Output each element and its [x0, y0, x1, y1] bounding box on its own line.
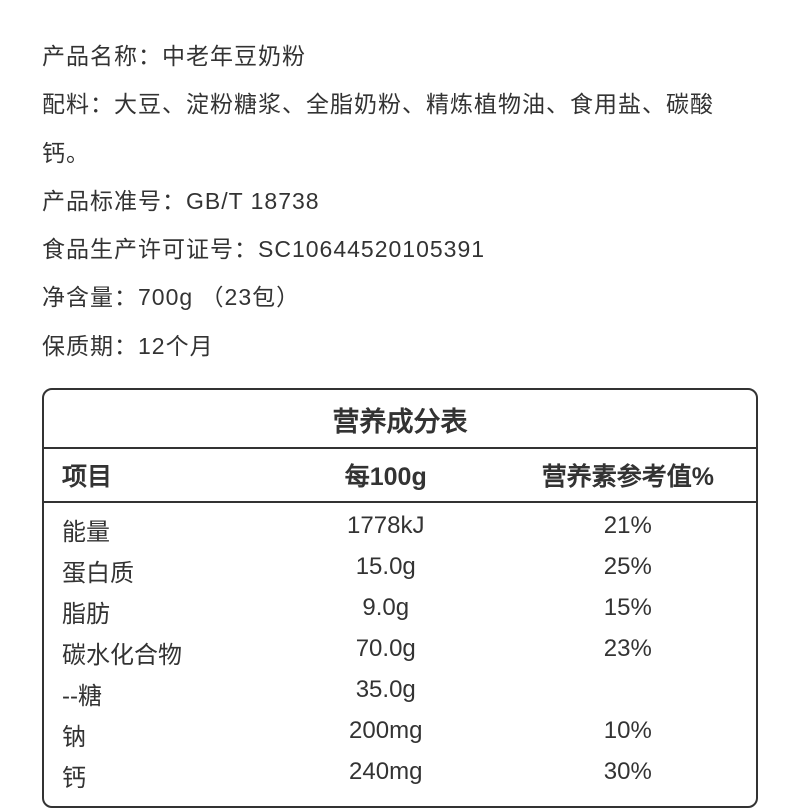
net-weight-value: 700g （23包） [138, 284, 300, 310]
table-row: 钙 240mg 30% [44, 755, 756, 796]
col-header-item: 项目 [44, 457, 272, 493]
cell-name: 碳水化合物 [44, 635, 272, 670]
cell-name: 蛋白质 [44, 553, 272, 588]
table-row: 脂肪 9.0g 15% [44, 591, 756, 632]
shelf-life-value: 12个月 [138, 333, 214, 359]
cell-nrv: 21% [500, 512, 756, 547]
cell-nrv: 30% [500, 758, 756, 793]
shelf-life-label: 保质期： [42, 333, 138, 359]
nutrition-table-title: 营养成分表 [44, 390, 756, 449]
license-label: 食品生产许可证号： [42, 236, 258, 262]
cell-per100g: 200mg [272, 717, 500, 752]
cell-per100g: 70.0g [272, 635, 500, 670]
cell-per100g: 240mg [272, 758, 500, 793]
nutrition-table-body: 能量 1778kJ 21% 蛋白质 15.0g 25% 脂肪 9.0g 15% … [44, 503, 756, 806]
cell-per100g: 15.0g [272, 553, 500, 588]
cell-name: 脂肪 [44, 594, 272, 629]
cell-name: 钙 [44, 758, 272, 793]
standard-line: 产品标准号：GB/T 18738 [42, 177, 758, 225]
cell-per100g: 9.0g [272, 594, 500, 629]
ingredients-label: 配料： [42, 91, 114, 117]
shelf-life-line: 保质期：12个月 [42, 322, 758, 370]
table-row: 蛋白质 15.0g 25% [44, 550, 756, 591]
cell-name: --糖 [44, 676, 272, 711]
cell-nrv: 25% [500, 553, 756, 588]
cell-nrv: 10% [500, 717, 756, 752]
cell-nrv [500, 676, 756, 711]
cell-per100g: 35.0g [272, 676, 500, 711]
table-row: 钠 200mg 10% [44, 714, 756, 755]
product-name-value: 中老年豆奶粉 [162, 43, 306, 69]
table-row: 能量 1778kJ 21% [44, 509, 756, 550]
product-name-label: 产品名称： [42, 43, 162, 69]
col-header-per100g: 每100g [272, 457, 500, 493]
nutrition-table: 营养成分表 项目 每100g 营养素参考值% 能量 1778kJ 21% 蛋白质… [42, 388, 758, 808]
cell-per100g: 1778kJ [272, 512, 500, 547]
license-line: 食品生产许可证号：SC10644520105391 [42, 225, 758, 273]
col-header-nrv: 营养素参考值% [500, 457, 756, 493]
standard-label: 产品标准号： [42, 188, 186, 214]
table-row: 碳水化合物 70.0g 23% [44, 632, 756, 673]
ingredients-value: 大豆、淀粉糖浆、全脂奶粉、精炼植物油、食用盐、碳酸钙。 [42, 91, 714, 165]
nutrition-table-header: 项目 每100g 营养素参考值% [44, 449, 756, 503]
cell-name: 钠 [44, 717, 272, 752]
license-value: SC10644520105391 [258, 236, 485, 262]
table-row: --糖 35.0g [44, 673, 756, 714]
ingredients-line: 配料：大豆、淀粉糖浆、全脂奶粉、精炼植物油、食用盐、碳酸钙。 [42, 80, 758, 177]
cell-name: 能量 [44, 512, 272, 547]
standard-value: GB/T 18738 [186, 188, 320, 214]
net-weight-label: 净含量： [42, 284, 138, 310]
product-info-section: 产品名称：中老年豆奶粉 配料：大豆、淀粉糖浆、全脂奶粉、精炼植物油、食用盐、碳酸… [42, 32, 758, 370]
cell-nrv: 15% [500, 594, 756, 629]
cell-nrv: 23% [500, 635, 756, 670]
net-weight-line: 净含量：700g （23包） [42, 273, 758, 321]
product-name-line: 产品名称：中老年豆奶粉 [42, 32, 758, 80]
